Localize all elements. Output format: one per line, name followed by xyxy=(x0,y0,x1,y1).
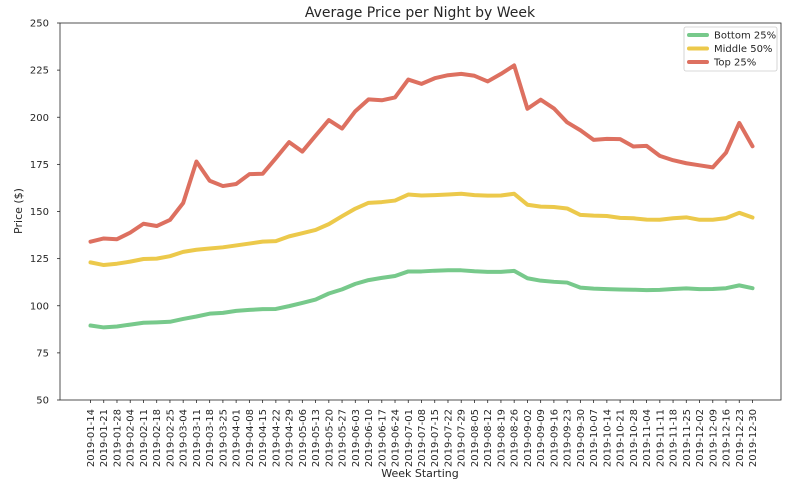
y-tick-label: 150 xyxy=(30,207,49,218)
x-tick-label: 2019-05-27 xyxy=(338,409,349,467)
series-lines xyxy=(88,63,755,330)
x-tick-label: 2019-12-30 xyxy=(748,409,759,467)
x-tick-label: 2019-03-04 xyxy=(179,409,190,467)
y-tick-label: 125 xyxy=(30,254,49,265)
series-line-1 xyxy=(88,191,755,268)
x-tick-label: 2019-05-13 xyxy=(311,409,322,467)
chart-title: Average Price per Night by Week xyxy=(305,5,536,21)
legend-label: Top 25% xyxy=(713,58,756,69)
x-tick-label: 2019-07-22 xyxy=(443,409,454,467)
x-tick-label: 2019-11-11 xyxy=(655,409,666,467)
x-tick-label: 2019-07-29 xyxy=(457,409,468,467)
y-tick-label: 50 xyxy=(36,396,49,407)
legend: Bottom 25% Middle 50% Top 25% xyxy=(683,26,778,72)
x-tick-label: 2019-04-08 xyxy=(245,409,256,467)
x-tick-label: 2019-10-07 xyxy=(589,409,600,467)
x-tick-label: 2019-03-25 xyxy=(218,409,229,467)
x-tick-label: 2019-12-16 xyxy=(722,409,733,467)
x-tick-label: 2019-07-08 xyxy=(417,409,428,467)
x-tick-label: 2019-05-06 xyxy=(298,409,309,467)
series-line-0 xyxy=(88,268,755,330)
x-tick-label: 2019-04-22 xyxy=(271,409,282,467)
legend-label: Bottom 25% xyxy=(714,31,776,42)
x-tick-label: 2019-10-14 xyxy=(602,409,613,467)
x-tick-label: 2019-01-21 xyxy=(99,409,110,467)
x-tick-label: 2019-07-01 xyxy=(404,409,415,467)
x-tick-label: 2019-06-03 xyxy=(351,409,362,467)
legend-box xyxy=(683,26,778,72)
x-tick-label: 2019-10-21 xyxy=(616,409,627,467)
y-tick-label: 225 xyxy=(30,66,49,77)
x-tick-label: 2019-08-12 xyxy=(483,409,494,467)
x-tick-label: 2019-07-15 xyxy=(430,409,441,467)
x-tick-label: 2019-08-19 xyxy=(496,409,507,467)
x-tick-label: 2019-02-04 xyxy=(126,409,137,467)
x-tick-label: 2019-11-04 xyxy=(642,409,653,467)
x-tick-label: 2019-01-28 xyxy=(112,409,123,467)
x-tick-label: 2019-09-09 xyxy=(536,409,547,467)
y-tick-label: 75 xyxy=(36,348,49,359)
x-tick-label: 2019-10-28 xyxy=(629,409,640,467)
y-tick-label: 200 xyxy=(30,113,49,124)
x-tick-label: 2019-02-25 xyxy=(165,409,176,467)
x-tick-label: 2019-01-14 xyxy=(86,409,97,467)
x-tick-label: 2019-12-23 xyxy=(735,409,746,467)
x-tick-label: 2019-03-11 xyxy=(192,409,203,467)
x-tick-label: 2019-12-09 xyxy=(708,409,719,467)
x-tick-label: 2019-12-02 xyxy=(695,409,706,467)
y-tick-label: 250 xyxy=(30,19,49,30)
x-tick-label: 2019-11-18 xyxy=(669,409,680,467)
x-tick-label: 2019-02-11 xyxy=(139,409,150,467)
x-tick-label: 2019-09-23 xyxy=(563,409,574,467)
x-tick-label: 2019-08-26 xyxy=(510,409,521,467)
x-tick-label: 2019-11-25 xyxy=(682,409,693,467)
x-tick-label: 2019-05-20 xyxy=(324,409,335,467)
x-tick-label: 2019-04-29 xyxy=(285,409,296,467)
x-tick-label: 2019-06-17 xyxy=(377,409,388,467)
y-tick-label: 175 xyxy=(30,160,49,171)
y-axis-label: Price ($) xyxy=(12,188,25,234)
y-tick-label: 100 xyxy=(30,301,49,312)
x-tick-label: 2019-06-10 xyxy=(364,409,375,467)
x-tick-label: 2019-09-30 xyxy=(576,409,587,467)
x-axis-label: Week Starting xyxy=(381,467,459,480)
x-tick-label: 2019-03-18 xyxy=(205,409,216,467)
x-tick-label: 2019-04-15 xyxy=(258,409,269,467)
legend-label: Middle 50% xyxy=(714,44,772,55)
x-tick-label: 2019-06-24 xyxy=(391,409,402,467)
x-tick-label: 2019-08-05 xyxy=(470,409,481,467)
x-tick-label: 2019-09-02 xyxy=(523,409,534,467)
x-tick-label: 2019-02-18 xyxy=(152,409,163,467)
series-line-2 xyxy=(88,63,755,244)
x-tick-label: 2019-04-01 xyxy=(232,409,243,467)
plot-frame xyxy=(59,22,782,401)
x-tick-label: 2019-09-16 xyxy=(549,409,560,467)
